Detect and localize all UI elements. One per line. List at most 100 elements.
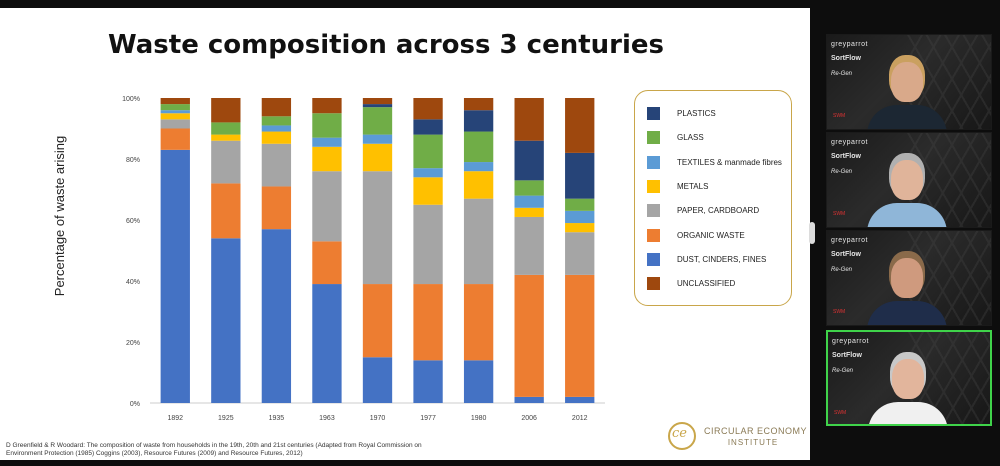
panel-resize-handle[interactable] xyxy=(809,222,815,244)
x-tick-label: 1925 xyxy=(218,415,234,422)
bar-segment xyxy=(160,113,190,120)
bar-segment xyxy=(362,357,393,403)
logo-mark: ce xyxy=(672,426,687,441)
logo-line-2: INSTITUTE xyxy=(727,438,779,447)
x-tick-label: 1963 xyxy=(319,415,335,422)
participant-video-tile[interactable]: greyparrot SortFlow Re-Gen SWM xyxy=(826,34,992,130)
bar-segment xyxy=(463,198,494,285)
bar-segment xyxy=(514,396,544,403)
bar-segment xyxy=(211,134,241,141)
bar-segment xyxy=(312,284,342,403)
bar-segment xyxy=(160,98,190,105)
y-tick-label: 40% xyxy=(126,279,140,286)
bar-segment xyxy=(463,162,494,172)
bar-segment xyxy=(463,98,494,111)
bar-segment xyxy=(261,125,292,132)
backdrop-brand-text: SWM xyxy=(833,309,846,315)
participant-face xyxy=(891,258,923,298)
bar-segment xyxy=(463,110,494,132)
participant-video-tile[interactable]: greyparrot SortFlow Re-Gen SWM xyxy=(826,230,992,326)
bar-segment xyxy=(362,98,393,105)
bar-segment xyxy=(211,98,241,123)
bar-segment xyxy=(160,110,190,114)
backdrop-brand-text: SortFlow xyxy=(832,352,862,359)
bar-segment xyxy=(565,152,595,199)
logo-line-1: CIRCULAR ECONOMY xyxy=(704,426,808,436)
legend-label: GLASS xyxy=(677,133,704,143)
bar-segment xyxy=(413,168,443,178)
bar-segment xyxy=(514,216,544,275)
bar-segment xyxy=(413,204,443,285)
circular-economy-institute-logo: ce CIRCULAR ECONOMY INSTITUTE xyxy=(668,420,808,456)
legend-swatch xyxy=(647,228,660,242)
bar-segment xyxy=(413,284,443,361)
bar-segment xyxy=(413,134,443,169)
y-tick-label: 0% xyxy=(130,401,140,408)
legend-swatch xyxy=(647,204,660,218)
participant-shirt xyxy=(868,402,948,424)
x-tick-label: 1977 xyxy=(420,415,436,422)
bar-segment xyxy=(514,195,544,208)
participant-face xyxy=(891,62,923,102)
backdrop-brand-text: greyparrot xyxy=(831,139,868,146)
bar-segment xyxy=(312,146,342,172)
participant-shirt xyxy=(867,105,947,129)
participant-face xyxy=(891,160,923,200)
x-tick-label: 1970 xyxy=(370,415,386,422)
bar-segment xyxy=(565,198,595,211)
y-tick-label: 20% xyxy=(126,340,140,347)
x-tick-label: 2012 xyxy=(572,415,588,422)
bar-segment xyxy=(312,241,342,285)
bar-segment xyxy=(565,232,595,275)
bar-segment xyxy=(362,134,393,144)
backdrop-brand-text: Re-Gen xyxy=(831,169,853,175)
participant-shirt xyxy=(867,301,947,325)
bar-segment xyxy=(565,223,595,233)
bar-segment xyxy=(211,122,241,135)
logo-ring-icon xyxy=(668,422,696,450)
backdrop-brand-text: Re-Gen xyxy=(832,368,854,374)
citation-text: D Greenfield & R Woodard: The compositio… xyxy=(6,442,422,457)
bar-segment xyxy=(565,396,595,403)
bar-segment xyxy=(565,210,595,224)
backdrop-brand-text: SortFlow xyxy=(831,55,861,62)
y-tick-label: 60% xyxy=(126,218,140,225)
presentation-slide: Waste composition across 3 centuries Per… xyxy=(0,8,810,460)
slide-title: Waste composition across 3 centuries xyxy=(108,30,665,60)
bar-segment xyxy=(413,177,443,205)
bar-segment xyxy=(211,183,241,239)
bar-segment xyxy=(362,284,393,358)
x-tick-label: 1935 xyxy=(269,415,285,422)
bar-segment xyxy=(463,284,494,361)
bar-segment xyxy=(160,119,190,129)
bar-segment xyxy=(514,140,544,181)
participant-avatar xyxy=(865,133,949,227)
bar-segment xyxy=(211,238,241,403)
bar-segment xyxy=(413,98,443,120)
bar-segment xyxy=(413,360,443,403)
bar-segment xyxy=(514,180,544,196)
backdrop-brand-text: greyparrot xyxy=(832,338,869,345)
backdrop-brand-text: SortFlow xyxy=(831,251,861,258)
bar-segment xyxy=(160,149,190,403)
participant-video-tile[interactable]: greyparrot SortFlow Re-Gen SWM xyxy=(826,132,992,228)
bar-segment xyxy=(312,113,342,138)
bar-segment xyxy=(362,107,393,135)
legend-swatch xyxy=(647,252,660,266)
bar-segment xyxy=(160,104,190,111)
bar-segment xyxy=(312,171,342,242)
legend-swatch xyxy=(647,179,660,193)
legend-swatch xyxy=(647,155,660,169)
bar-segment xyxy=(261,143,292,187)
backdrop-brand-text: greyparrot xyxy=(831,237,868,244)
backdrop-brand-text: Re-Gen xyxy=(831,267,853,273)
bar-segment xyxy=(261,98,292,117)
bar-segment xyxy=(312,137,342,147)
backdrop-brand-text: greyparrot xyxy=(831,41,868,48)
participant-avatar xyxy=(865,35,949,129)
participant-video-tile[interactable]: greyparrot SortFlow Re-Gen SWM xyxy=(826,330,992,426)
y-tick-label: 80% xyxy=(126,157,140,164)
bar-segment xyxy=(463,131,494,163)
y-tick-label: 100% xyxy=(122,96,140,103)
bar-segment xyxy=(261,116,292,126)
